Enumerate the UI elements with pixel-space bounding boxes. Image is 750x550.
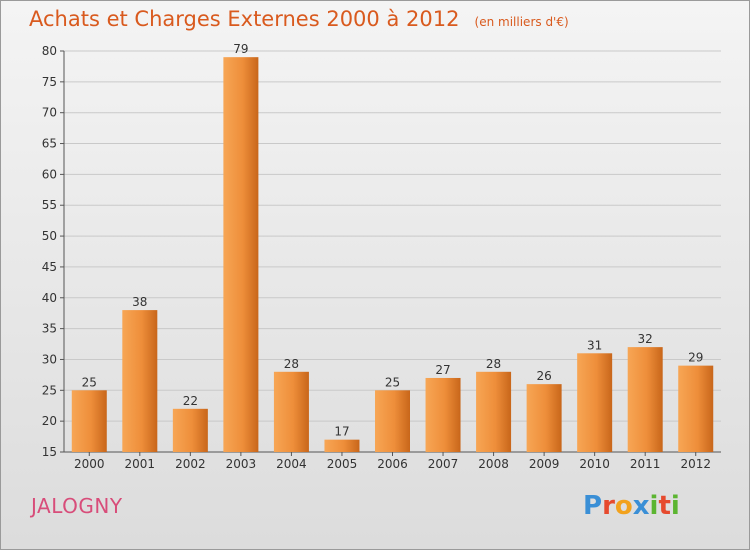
commune-name: JALOGNY: [31, 494, 123, 518]
bar-2005: [324, 439, 360, 452]
x-tick-label: 2006: [377, 457, 408, 471]
bar-2012: [678, 365, 714, 452]
y-tick-label: 75: [42, 75, 57, 89]
value-label: 27: [435, 363, 450, 377]
y-tick-label: 15: [42, 445, 57, 459]
logo-letter: i: [670, 491, 680, 521]
x-tick-label: 2010: [579, 457, 610, 471]
logo-letter: i: [649, 491, 659, 521]
y-tick-label: 55: [42, 198, 57, 212]
x-tick-label: 2001: [125, 457, 156, 471]
x-tick-label: 2003: [226, 457, 257, 471]
value-label: 22: [183, 394, 198, 408]
y-tick-label: 35: [42, 322, 57, 336]
y-tick-label: 60: [42, 167, 57, 181]
labels: 15 20 25 30 35 40 45 50 55 60 65 70 75 80 25 2000 38 2001…: [42, 42, 711, 471]
y-tick-label: 45: [42, 260, 57, 274]
bar-2011: [627, 347, 663, 452]
x-tick-label: 2000: [74, 457, 105, 471]
chart-title: Achats et Charges Externes 2000 à 2012: [29, 7, 460, 31]
bar-2001: [122, 310, 158, 452]
logo-letter: P: [583, 491, 603, 521]
bar-2000: [71, 390, 107, 452]
value-label: 17: [334, 425, 349, 439]
value-label: 25: [82, 375, 97, 389]
y-tick-label: 40: [42, 291, 57, 305]
value-label: 25: [385, 375, 400, 389]
chart-subtitle: (en milliers d'€): [474, 15, 569, 29]
bar-2010: [577, 353, 613, 452]
logo-letter: x: [632, 491, 650, 521]
value-label: 38: [132, 295, 147, 309]
value-label: 29: [688, 351, 703, 365]
value-label: 28: [486, 357, 501, 371]
x-tick-label: 2002: [175, 457, 206, 471]
y-tick-label: 80: [42, 44, 57, 58]
x-tick-label: 2009: [529, 457, 560, 471]
y-tick-label: 70: [42, 106, 57, 120]
y-tick-label: 65: [42, 137, 57, 151]
value-label: 28: [284, 357, 299, 371]
x-tick-label: 2004: [276, 457, 307, 471]
x-tick-label: 2007: [428, 457, 459, 471]
title-row: Achats et Charges Externes 2000 à 2012 (…: [29, 7, 569, 31]
x-tick-label: 2008: [478, 457, 509, 471]
y-tick-label: 25: [42, 383, 57, 397]
x-tick-label: 2012: [680, 457, 711, 471]
logo-letter: r: [602, 491, 615, 521]
y-tick-label: 50: [42, 229, 57, 243]
bar-2007: [425, 377, 461, 452]
value-label: 31: [587, 338, 602, 352]
proxiti-logo[interactable]: Proxiti: [583, 491, 680, 521]
value-label: 32: [638, 332, 653, 346]
bar-2002: [172, 408, 208, 452]
bar-2003: [223, 57, 259, 453]
bar-2006: [375, 390, 410, 452]
value-label: 26: [536, 369, 551, 383]
x-tick-label: 2005: [327, 457, 358, 471]
x-tick-label: 2011: [630, 457, 661, 471]
bar-2008: [476, 371, 512, 452]
logo-letter: t: [658, 491, 671, 521]
bars: [71, 57, 714, 453]
y-tick-label: 20: [42, 414, 57, 428]
bar-2009: [526, 384, 562, 452]
bar-2004: [273, 371, 309, 452]
y-tick-label: 30: [42, 352, 57, 366]
value-label: 79: [233, 42, 248, 56]
logo-letter: o: [614, 491, 633, 521]
